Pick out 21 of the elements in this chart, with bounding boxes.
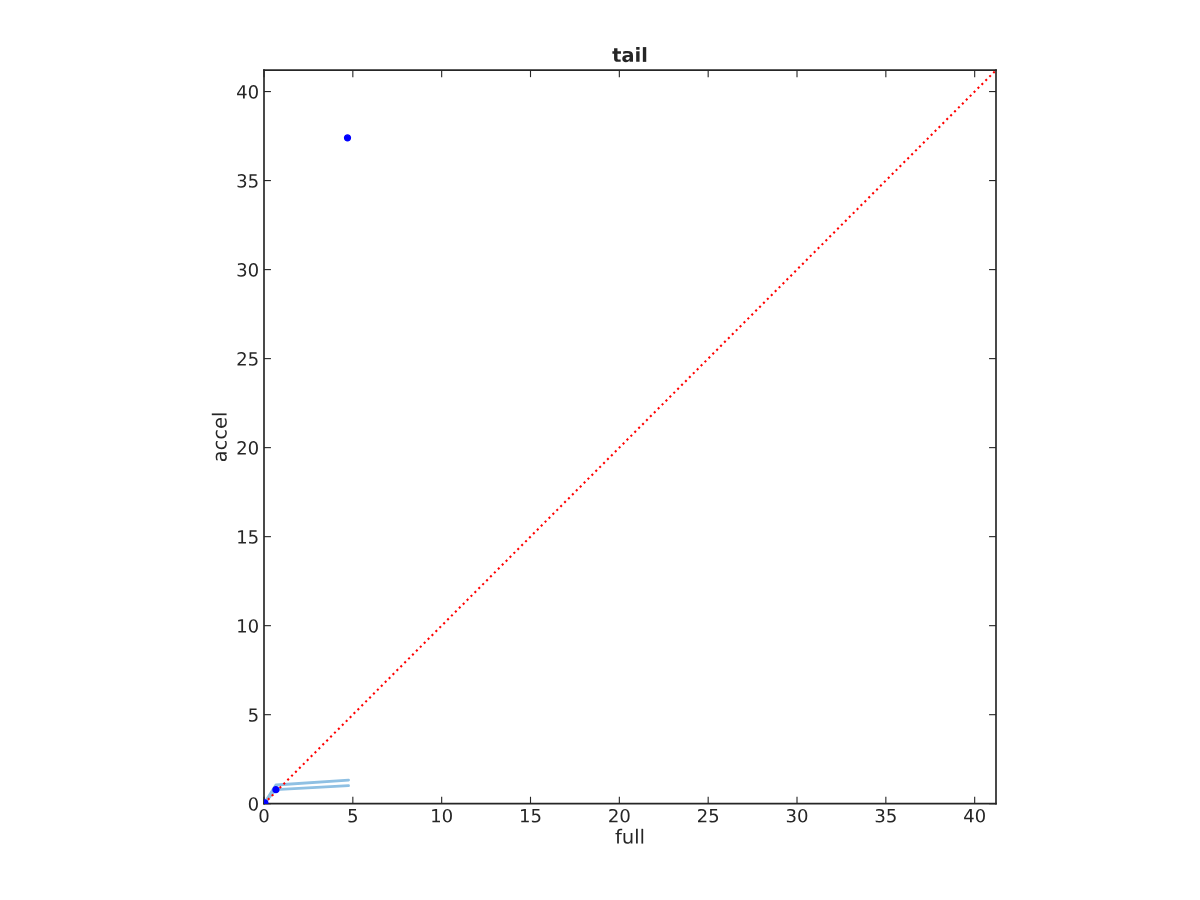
y-tick-label: 40 xyxy=(237,85,258,99)
x-tick-label: 30 xyxy=(786,808,808,823)
y-tick-label: 5 xyxy=(249,708,258,722)
y-axis-title: accel xyxy=(211,413,227,462)
y-tick-label: 10 xyxy=(238,619,258,633)
chart-title: tail xyxy=(612,47,647,63)
x-tick-label: 0 xyxy=(259,808,269,823)
y-tick-label: 30 xyxy=(237,263,258,277)
x-tick-label: 10 xyxy=(432,808,452,823)
x-tick-label: 20 xyxy=(609,808,630,823)
x-tick-label: 25 xyxy=(698,808,719,823)
y-tick-label: 15 xyxy=(238,530,258,544)
y-tick-label: 25 xyxy=(237,352,258,366)
y-tick-label: 35 xyxy=(237,174,258,188)
x-tick-label: 5 xyxy=(348,809,357,823)
y-tick-label: 0 xyxy=(248,797,258,811)
x-tick-label: 40 xyxy=(964,808,985,823)
x-axis-title: full xyxy=(615,828,644,844)
x-tick-label: 15 xyxy=(521,809,541,823)
x-tick-label: 35 xyxy=(875,808,896,823)
y-tick-label: 20 xyxy=(237,441,258,455)
